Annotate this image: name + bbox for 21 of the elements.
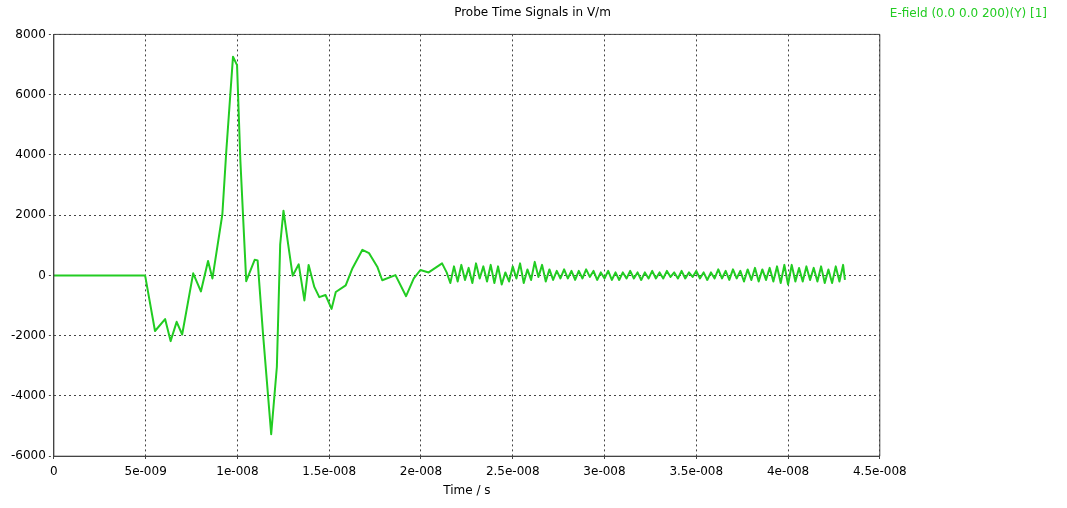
x-tick-label: 0 [50, 463, 58, 478]
x-tick-label: 5e-009 [124, 463, 167, 478]
x-tick-label: 2.5e-008 [485, 463, 540, 478]
x-tick-label: 4e-008 [766, 463, 810, 478]
x-tick-label: 4.5e-008 [852, 463, 907, 478]
x-axis-title: Time / s [442, 482, 491, 497]
x-tick-label: 1.5e-008 [302, 463, 357, 478]
x-tick-label: 3.5e-008 [669, 463, 724, 478]
y-tick-label: -6000 [10, 448, 46, 463]
x-tick-label: 1e-008 [216, 463, 259, 478]
chart-title: Probe Time Signals in V/m [454, 5, 611, 20]
x-tick-label: 3e-008 [583, 463, 626, 478]
y-tick-label: 0 [38, 267, 46, 282]
y-tick-label: -2000 [10, 327, 46, 342]
y-tick-label: 8000 [15, 26, 46, 41]
y-tick-label: 2000 [15, 207, 46, 222]
y-tick-label: -4000 [10, 388, 46, 403]
y-tick-label: 4000 [15, 147, 46, 162]
x-tick-label: 2e-008 [399, 463, 443, 478]
y-tick-label: 6000 [15, 86, 46, 101]
text: E-field (0.0 0.0 200)(Y) [1] [889, 6, 1048, 21]
